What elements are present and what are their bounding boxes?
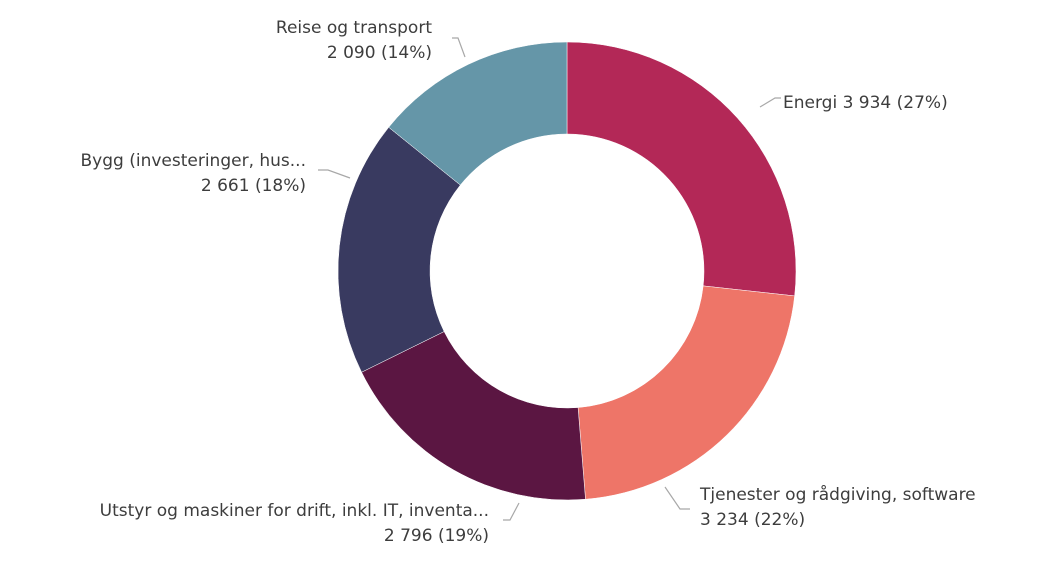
leader-line-energi [759, 97, 781, 108]
slice-utstyr-og-maskiner-for-drift-inkl-it-inventa [361, 331, 586, 501]
data-label-bygg-investeringer-hus: Bygg (investeringer, hus... 2 661 (18%) [81, 151, 307, 196]
slices-layer [337, 41, 797, 501]
data-label-utstyr-og-maskiner-for-drift-inkl-it-inventa: Utstyr og maskiner for drift, inkl. IT, … [100, 501, 489, 546]
leader-line-utstyr-og-maskiner-for-drift-inkl-it-inventa [503, 502, 520, 521]
slice-reise-og-transport [388, 41, 568, 186]
leader-line-tjenester-og-rådgiving-software [664, 486, 690, 510]
data-label-reise-og-transport: Reise og transport 2 090 (14%) [276, 18, 432, 63]
data-label-line: Utstyr og maskiner for drift, inkl. IT, … [100, 501, 489, 521]
leader-lines-layer [318, 37, 781, 521]
slice-bygg-investeringer-hus [337, 126, 461, 373]
data-label-line: 2 661 (18%) [201, 176, 306, 196]
data-label-line: 2 796 (19%) [384, 526, 489, 546]
data-label-line: Energi 3 934 (27%) [783, 93, 948, 113]
slice-tjenester-og-rådgiving-software [577, 285, 795, 500]
data-label-line: Bygg (investeringer, hus... [81, 151, 307, 171]
data-label-line: 3 234 (22%) [700, 510, 805, 530]
leader-line-bygg-investeringer-hus [318, 169, 351, 179]
labels-layer: Energi 3 934 (27%) Tjenester og rådgiving… [81, 18, 976, 546]
data-label-line: 2 090 (14%) [327, 43, 432, 63]
data-label-line: Reise og transport [276, 18, 432, 38]
slice-energi [566, 41, 797, 297]
data-label-line: Tjenester og rådgiving, software [699, 484, 976, 505]
data-label-tjenester-og-rådgiving-software: Tjenester og rådgiving, software 3 234 (2… [699, 484, 976, 530]
data-label-energi: Energi 3 934 (27%) [783, 93, 948, 113]
leader-line-reise-og-transport [452, 37, 466, 58]
